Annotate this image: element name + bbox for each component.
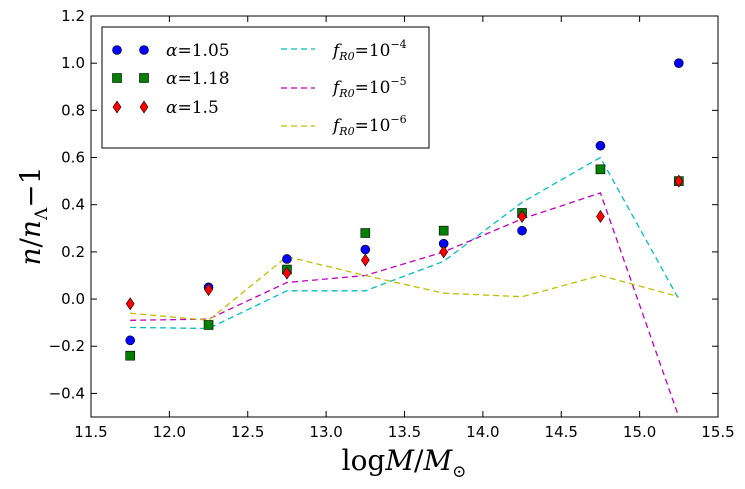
x-axis-title: logM/M⊙	[342, 444, 467, 482]
point-alpha-1.5	[125, 297, 135, 311]
x-tick-label: 11.5	[74, 423, 107, 441]
legend-entry-fR0-1e-6: fR0=10−6	[281, 113, 407, 138]
y-tick-label: 0.4	[61, 196, 85, 214]
legend-marker-alpha-1.18	[139, 73, 149, 83]
y-tick-label: 0.6	[61, 149, 85, 167]
point-alpha-1.5	[674, 174, 684, 188]
legend-marker-alpha-1.5	[139, 100, 149, 114]
ticks-layer: 11.5 12.0 12.5 13.0 13.5 14.0 14.5 15.0 15.5 −0.4…	[49, 7, 735, 441]
legend-entry-alpha-1.05: α=1.05	[112, 41, 230, 61]
legend-marker-alpha-1.05	[139, 45, 149, 55]
point-alpha-1.05	[517, 225, 527, 236]
legend-entry-alpha-1.18: α=1.18	[112, 69, 230, 89]
point-alpha-1.5	[204, 283, 213, 297]
x-tick-label: 12.0	[153, 423, 186, 441]
point-alpha-1.05	[595, 140, 606, 151]
legend-label-fR0-1e-4: fR0=10−4	[331, 38, 407, 63]
point-alpha-1.18	[125, 350, 135, 361]
point-alpha-1.5	[282, 266, 292, 280]
x-tick-label: 13.0	[309, 423, 342, 441]
point-alpha-1.5	[517, 209, 527, 224]
legend-box	[101, 26, 430, 149]
legend-label-fR0-1e-5: fR0=10−5	[331, 75, 407, 100]
point-alpha-1.05	[125, 335, 135, 346]
point-alpha-1.18	[438, 225, 449, 236]
point-alpha-1.5	[360, 253, 370, 267]
legend-marker-alpha-1.05	[112, 45, 122, 55]
point-alpha-1.18	[360, 228, 371, 238]
y-tick-label: 0.0	[61, 290, 85, 308]
series-line-fR0-1e-5	[130, 192, 680, 417]
y-tick-label: −0.2	[49, 337, 85, 355]
series-line-fR0-1e-4	[130, 156, 680, 330]
point-alpha-1.05	[282, 254, 292, 264]
point-alpha-1.05	[674, 58, 684, 68]
y-tick-label: 1.2	[61, 7, 85, 25]
y-axis-title: n/nΛ−1	[14, 166, 52, 265]
legend-label-alpha-1.18: α=1.18	[166, 69, 230, 89]
point-alpha-1.18	[595, 164, 606, 175]
y-tick-label: 0.8	[61, 101, 85, 119]
legend-label-fR0-1e-6: fR0=10−6	[331, 113, 407, 138]
x-tick-label: 14.5	[545, 423, 578, 441]
legend-marker-alpha-1.18	[112, 73, 122, 83]
x-tick-label: 13.5	[388, 423, 421, 441]
legend-entry-fR0-1e-4: fR0=10−4	[281, 38, 407, 63]
x-tick-label: 15.5	[701, 423, 734, 441]
y-tick-label: −0.4	[49, 384, 85, 402]
legend: α=1.05 α=1.18 α=1.5 fR0=10−4	[101, 26, 430, 149]
point-alpha-1.18	[203, 320, 214, 330]
x-tick-label: 12.5	[231, 423, 264, 441]
legend-entry-alpha-1.5: α=1.5	[112, 98, 219, 118]
legend-label-alpha-1.5: α=1.5	[166, 98, 219, 118]
legend-entry-fR0-1e-5: fR0=10−5	[281, 75, 407, 100]
y-tick-label: 0.2	[61, 243, 85, 261]
series-line-fR0-1e-6	[130, 255, 679, 321]
point-alpha-1.05	[360, 244, 371, 255]
legend-label-alpha-1.05: α=1.05	[166, 41, 230, 61]
series-layer	[125, 58, 684, 417]
x-tick-label: 14.0	[466, 423, 499, 441]
point-alpha-1.5	[596, 209, 605, 224]
y-tick-label: 1.0	[61, 54, 85, 72]
x-tick-label: 15.0	[623, 423, 656, 441]
legend-marker-alpha-1.5	[112, 100, 122, 114]
point-alpha-1.5	[439, 245, 449, 259]
